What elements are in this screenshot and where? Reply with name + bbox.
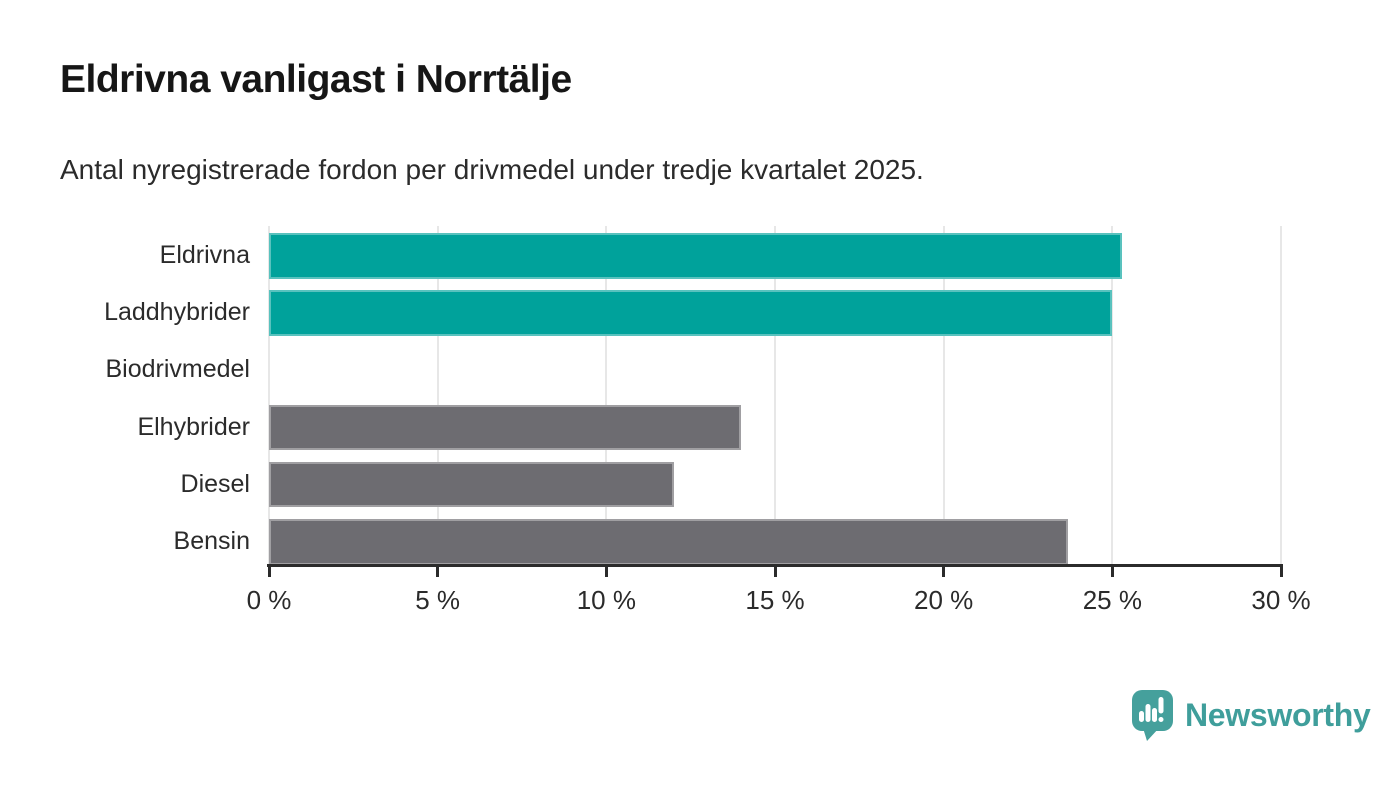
newsworthy-logo-icon: [1132, 689, 1173, 741]
bar-eldrivna: [269, 233, 1123, 279]
gridline: [1111, 226, 1114, 566]
x-axis-tick: [773, 566, 777, 577]
x-axis-tick: [267, 566, 271, 577]
newsworthy-logo: Newsworthy: [1131, 688, 1371, 742]
bar-chart: 0 % 5 % 10 % 15 % 20 % 25 % 30 % Eldrivna Laddhy…: [0, 226, 1400, 646]
category-label-laddhybrider: Laddhybrider: [104, 298, 250, 327]
x-axis-tick: [1110, 566, 1114, 577]
chart-title: Eldrivna vanligast i Norrtälje: [60, 58, 572, 101]
x-axis-tick-label: 5 %: [415, 585, 461, 615]
gridline: [268, 226, 270, 566]
bar-laddhybrider: [269, 290, 1113, 336]
x-axis-tick-label: 15 %: [745, 585, 805, 615]
x-axis-tick-label: 25 %: [1082, 585, 1142, 615]
brand-name: Newsworthy: [1185, 696, 1371, 733]
x-axis-tick-label: 20 %: [914, 585, 974, 615]
gridline: [1280, 226, 1282, 566]
bar-elhybrider: [269, 404, 742, 451]
plot-area: [268, 226, 1282, 566]
x-axis-tick: [1279, 566, 1283, 577]
category-label-biodrivmedel: Biodrivmedel: [105, 355, 250, 384]
x-axis-tick: [604, 566, 608, 577]
x-axis-tick-label: 0 %: [246, 585, 292, 615]
gridline: [774, 226, 776, 566]
x-axis-tick-label: 10 %: [576, 585, 636, 615]
x-axis-tick: [436, 566, 440, 577]
gridline: [942, 226, 945, 566]
chart-subtitle: Antal nyregistrerade fordon per drivmede…: [60, 154, 924, 185]
category-label-eldrivna: Eldrivna: [159, 241, 250, 269]
x-axis-tick-label: 30 %: [1251, 585, 1311, 615]
bar-diesel: [269, 461, 674, 508]
gridline: [605, 226, 608, 566]
x-axis-line: [267, 564, 1283, 567]
x-axis-tick: [942, 566, 946, 577]
category-label-bensin: Bensin: [173, 527, 250, 555]
bar-bensin: [269, 519, 1069, 565]
category-label-elhybrider: Elhybrider: [137, 412, 250, 441]
category-label-diesel: Diesel: [180, 469, 250, 498]
gridline: [436, 226, 439, 566]
